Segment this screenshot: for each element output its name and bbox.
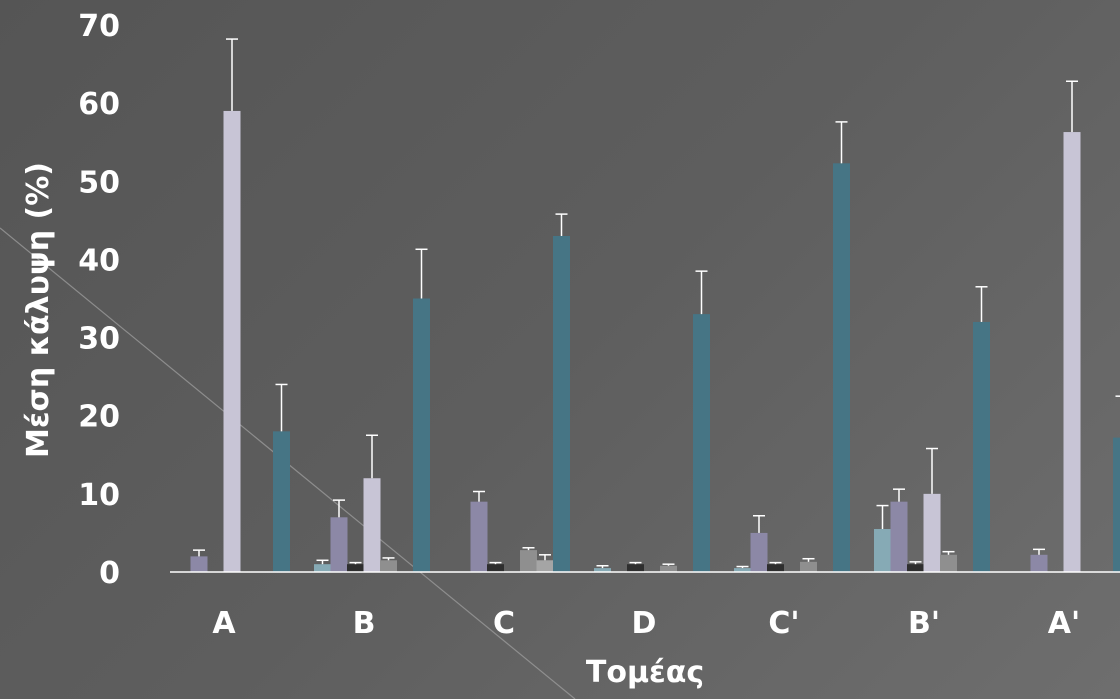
x-tick-label: C: [493, 606, 515, 641]
bar: [1113, 437, 1120, 572]
y-tick-label: 70: [78, 9, 120, 44]
bar: [594, 568, 611, 572]
bar: [520, 550, 537, 572]
y-tick-label: 60: [78, 87, 120, 122]
y-tick-label: 40: [78, 243, 120, 278]
bar: [273, 431, 290, 572]
y-tick-label: 50: [78, 165, 120, 200]
y-tick-label: 10: [78, 478, 120, 513]
bar: [800, 561, 817, 572]
y-tick-label: 20: [78, 400, 120, 435]
bar: [413, 298, 430, 572]
bar: [767, 564, 784, 572]
x-tick-label: B: [353, 606, 376, 641]
x-tick-label: A': [1048, 606, 1080, 641]
bar: [940, 554, 957, 572]
bar: [750, 532, 768, 572]
bar: [874, 529, 891, 572]
x-tick-label: B': [908, 606, 940, 641]
bar: [553, 235, 570, 572]
bar: [627, 564, 644, 572]
bar: [660, 565, 677, 572]
bar: [380, 560, 397, 572]
bar: [1063, 132, 1081, 572]
x-tick-label: D: [632, 606, 657, 641]
bar: [693, 314, 710, 572]
bar: [223, 110, 241, 572]
bar: [833, 163, 850, 572]
bar: [470, 501, 488, 572]
bar: [536, 560, 554, 572]
y-tick-labels: 0 10 20 30 40 50 60 70: [78, 9, 120, 591]
bar: [1030, 554, 1048, 572]
x-tick-label: C': [768, 606, 799, 641]
bar: [347, 564, 364, 572]
bar: [923, 493, 941, 572]
bar: [973, 321, 990, 572]
y-tick-label: 30: [78, 322, 120, 357]
bar: [890, 501, 908, 572]
x-tick-labels: A B C D C' B' A': [212, 606, 1080, 641]
y-tick-label: 0: [99, 556, 120, 591]
x-tick-label: A: [212, 606, 236, 641]
bar: [734, 568, 751, 572]
bar: [487, 564, 504, 572]
bar: [907, 564, 924, 572]
bar: [314, 564, 331, 572]
bar: [330, 517, 348, 572]
bar: [363, 478, 381, 572]
y-axis-title: Μέση κάλυψη (%): [21, 162, 56, 458]
bars-group: [190, 38, 1120, 572]
x-axis-title: Τομέας: [586, 655, 704, 690]
bar: [190, 556, 208, 572]
